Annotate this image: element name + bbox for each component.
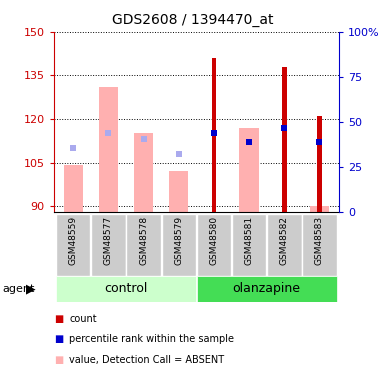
Point bbox=[70, 145, 76, 151]
Point bbox=[281, 124, 287, 130]
Text: olanzapine: olanzapine bbox=[233, 282, 301, 295]
Text: GSM48581: GSM48581 bbox=[244, 216, 254, 265]
Text: ▶: ▶ bbox=[26, 282, 36, 295]
Text: value, Detection Call = ABSENT: value, Detection Call = ABSENT bbox=[69, 355, 224, 365]
Text: GSM48582: GSM48582 bbox=[280, 216, 289, 265]
Text: agent: agent bbox=[2, 284, 34, 294]
Bar bbox=[212, 58, 216, 212]
Text: GSM48583: GSM48583 bbox=[315, 216, 324, 265]
Text: GSM48580: GSM48580 bbox=[209, 216, 218, 265]
Bar bbox=[267, 214, 301, 276]
Text: ■: ■ bbox=[54, 314, 63, 324]
Text: GSM48578: GSM48578 bbox=[139, 216, 148, 265]
Point bbox=[176, 151, 182, 157]
Bar bbox=[282, 67, 286, 212]
Bar bbox=[91, 214, 126, 276]
Bar bbox=[317, 116, 322, 212]
Bar bbox=[239, 128, 259, 212]
Text: GSM48559: GSM48559 bbox=[69, 216, 78, 265]
Text: control: control bbox=[104, 282, 148, 295]
Bar bbox=[126, 214, 161, 276]
Point bbox=[316, 139, 323, 145]
Bar bbox=[197, 214, 231, 276]
Point bbox=[105, 130, 112, 136]
Text: GSM48579: GSM48579 bbox=[174, 216, 183, 265]
Text: count: count bbox=[69, 314, 97, 324]
Point bbox=[246, 139, 252, 145]
Text: ■: ■ bbox=[54, 334, 63, 344]
Text: percentile rank within the sample: percentile rank within the sample bbox=[69, 334, 234, 344]
Point bbox=[141, 136, 147, 142]
Bar bbox=[56, 276, 196, 302]
Bar bbox=[162, 214, 196, 276]
Bar bbox=[99, 87, 118, 212]
Text: GDS2608 / 1394470_at: GDS2608 / 1394470_at bbox=[112, 13, 273, 27]
Bar bbox=[64, 165, 83, 212]
Point bbox=[211, 130, 217, 136]
Bar bbox=[134, 134, 153, 212]
Bar bbox=[302, 214, 337, 276]
Bar bbox=[169, 171, 188, 212]
Text: GSM48577: GSM48577 bbox=[104, 216, 113, 265]
Bar bbox=[197, 276, 337, 302]
Text: ■: ■ bbox=[54, 355, 63, 365]
Bar bbox=[310, 206, 329, 212]
Bar bbox=[56, 214, 90, 276]
Bar bbox=[232, 214, 266, 276]
